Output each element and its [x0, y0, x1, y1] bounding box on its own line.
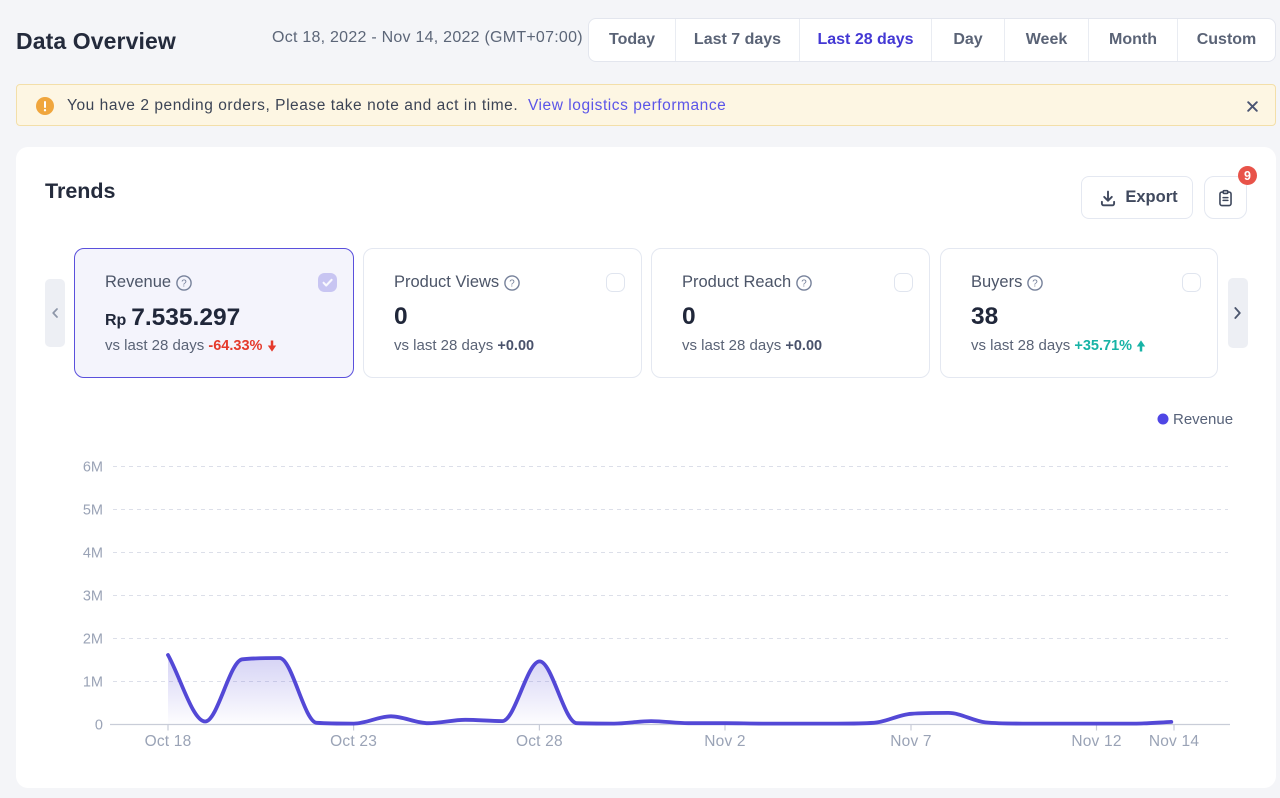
svg-text:Nov 12: Nov 12	[1071, 733, 1121, 750]
svg-text:1M: 1M	[83, 675, 103, 691]
svg-text:?: ?	[1033, 278, 1039, 289]
svg-text:Nov 2: Nov 2	[704, 733, 746, 750]
svg-text:6M: 6M	[83, 460, 103, 476]
svg-text:Nov 14: Nov 14	[1149, 733, 1199, 750]
svg-text:Nov 7: Nov 7	[890, 733, 932, 750]
svg-text:4M: 4M	[83, 546, 103, 562]
svg-text:?: ?	[801, 278, 807, 289]
svg-text:?: ?	[509, 278, 515, 289]
svg-text:Oct 23: Oct 23	[330, 733, 377, 750]
svg-text:0: 0	[95, 718, 103, 734]
svg-text:5M: 5M	[83, 503, 103, 519]
svg-text:3M: 3M	[83, 589, 103, 605]
svg-text:?: ?	[181, 278, 187, 289]
svg-text:Oct 18: Oct 18	[145, 733, 192, 750]
svg-text:Oct 28: Oct 28	[516, 733, 563, 750]
svg-text:2M: 2M	[83, 632, 103, 648]
svg-text:Revenue: Revenue	[1173, 411, 1233, 428]
